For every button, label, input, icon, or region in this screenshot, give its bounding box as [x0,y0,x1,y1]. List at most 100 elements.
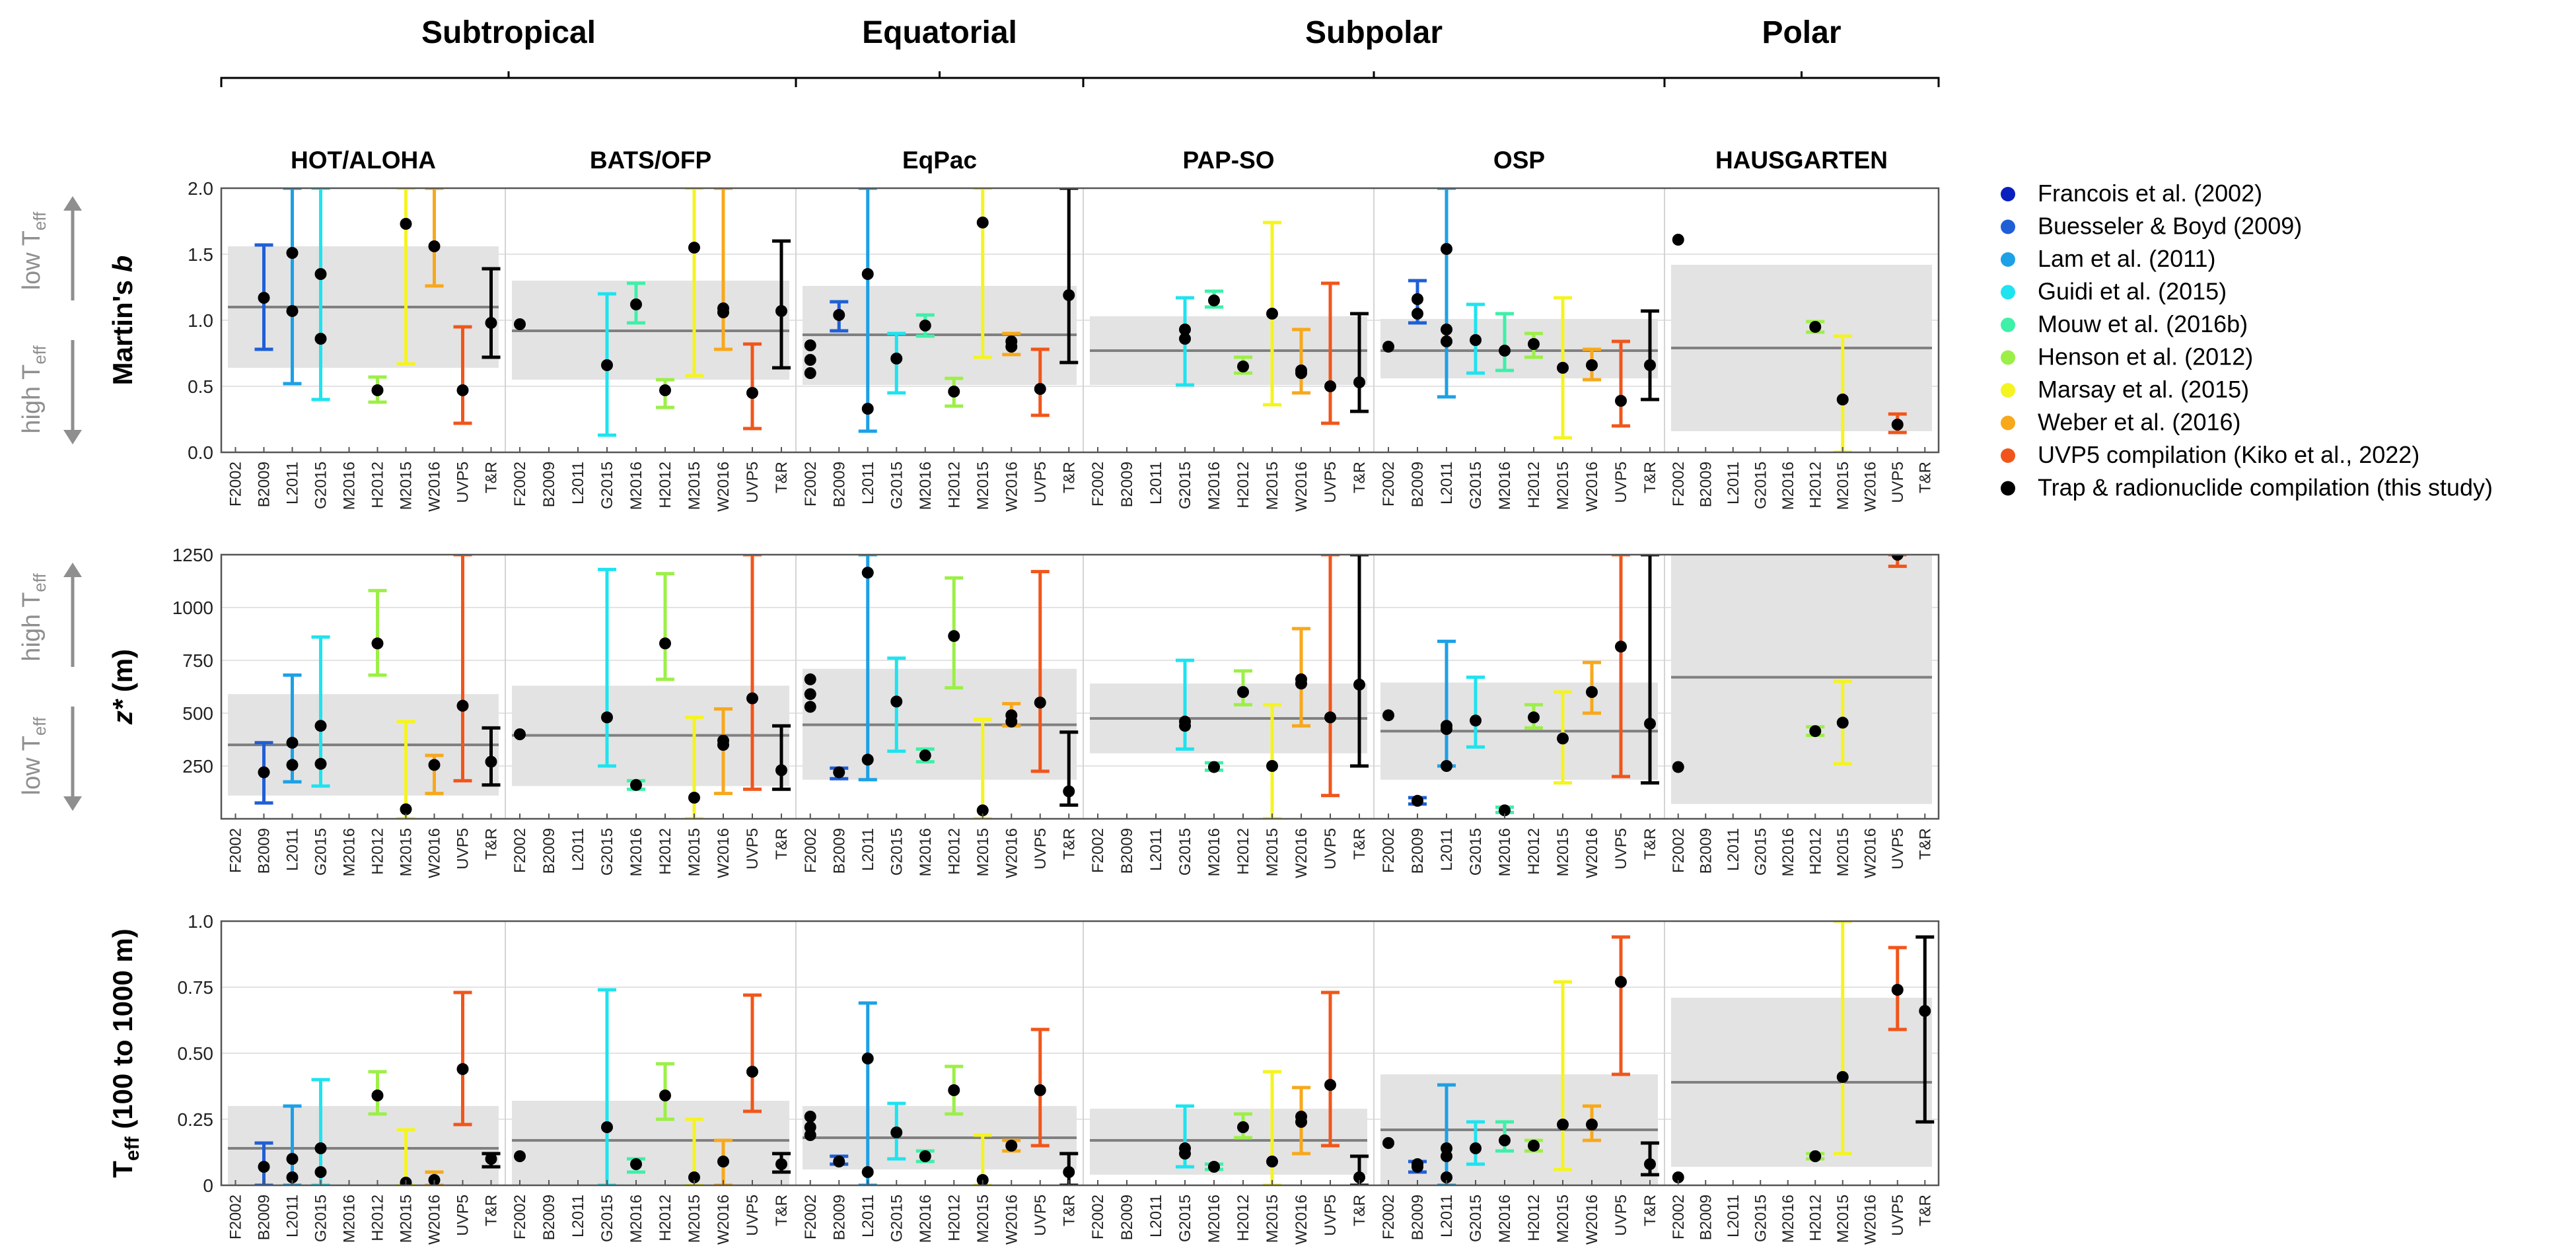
data-point [746,1066,758,1078]
x-tick-label: W2016 [426,828,444,878]
data-point [1441,324,1452,335]
x-tick-label: G2015 [1752,828,1770,876]
x-tick-label: H2012 [369,1195,387,1241]
x-tick-label: UVP5 [1322,828,1340,870]
legend-marker [2001,252,2015,267]
uncertainty-band [1380,319,1658,378]
legend-marker [2001,481,2015,496]
data-point [861,1053,874,1064]
data-point [1836,716,1849,729]
data-point [601,1121,613,1133]
data-point [775,305,787,317]
x-tick-label: F2002 [802,828,820,873]
x-tick-label: G2015 [312,828,330,876]
x-tick-label: T&R [773,828,791,860]
x-tick-label: H2012 [1234,828,1252,875]
x-tick-label: F2002 [802,1195,820,1239]
x-tick-label: H2012 [1807,828,1824,875]
x-tick-label: H2012 [945,1195,963,1241]
x-tick-label: L2011 [569,828,587,871]
x-tick-label: T&R [1060,462,1078,493]
data-point [1891,419,1904,431]
data-point [1353,1171,1365,1183]
data-point [1063,1166,1075,1178]
x-tick-label: B2009 [830,1195,848,1240]
x-tick-label: B2009 [540,828,558,874]
x-tick-label: H2012 [1234,1195,1252,1241]
x-tick-label: M2016 [1496,828,1514,876]
x-tick-label: M2016 [1205,828,1223,876]
x-tick-label: M2016 [627,462,645,510]
data-point [258,1161,270,1173]
legend-marker [2001,318,2015,332]
data-point [1528,711,1540,724]
x-tick-label: L2011 [284,828,302,871]
data-point [456,384,469,396]
x-tick-label: L2011 [284,1195,302,1237]
y-axis-label: Martin's b [107,256,138,386]
y-tick-label: 2.0 [188,178,213,199]
y-tick-label: 0.25 [178,1109,214,1130]
x-tick-label: G2015 [1176,1195,1194,1242]
x-tick-label: B2009 [1697,1195,1715,1240]
data-point [1382,1137,1394,1149]
x-tick-label: T&R [1351,1195,1369,1226]
data-point [948,1084,960,1096]
x-tick-label: M2016 [1205,462,1223,510]
x-tick-label: UVP5 [1032,462,1050,503]
y-tick-label: 500 [182,703,213,724]
x-tick-label: B2009 [1118,1195,1136,1240]
data-point [1208,295,1220,306]
x-tick-label: M2015 [686,828,703,876]
x-tick-label: F2002 [1089,1195,1107,1239]
legend-marker [2001,383,2015,398]
x-tick-label: B2009 [1697,462,1715,507]
data-point [1005,1140,1018,1152]
x-tick-label: M2015 [1554,828,1572,876]
x-tick-label: T&R [1351,828,1369,860]
x-tick-label: L2011 [859,462,877,504]
x-tick-label: L2011 [1438,462,1456,504]
data-point [1237,1121,1249,1133]
arrow-down-icon [63,796,82,811]
x-tick-label: G2015 [888,828,906,876]
data-point [948,386,960,398]
data-point [286,1153,299,1165]
uncertainty-band [1671,555,1932,804]
data-point [976,217,989,228]
data-point [1586,359,1598,371]
x-tick-label: F2002 [1089,462,1107,506]
x-tick-label: B2009 [830,462,848,507]
x-tick-label: W2016 [426,462,444,512]
x-tick-label: M2015 [398,462,415,510]
x-tick-label: G2015 [1467,828,1485,876]
x-tick-label: M2015 [1264,828,1281,876]
data-point [804,367,816,379]
x-tick-label: UVP5 [454,462,472,503]
data-point [919,1150,931,1162]
data-point [286,247,299,259]
x-tick-label: W2016 [1861,828,1879,878]
data-point [976,804,989,817]
data-point [1063,785,1075,798]
x-tick-label: H2012 [1525,462,1543,508]
data-point [371,384,384,396]
data-point [1208,1161,1220,1173]
arrow-up-icon [63,563,82,577]
y-axis-label: Teff (100 to 1000 m) [107,928,143,1177]
data-point [804,339,816,351]
station-title: EqPac [902,147,977,174]
data-point [717,739,729,751]
x-tick-label: F2002 [1089,828,1107,873]
x-tick-label: L2011 [1725,462,1742,504]
data-point [804,688,816,701]
data-point [1672,234,1684,246]
data-point [456,1063,469,1075]
x-tick-label: W2016 [1293,1195,1310,1245]
x-tick-label: G2015 [598,462,616,509]
x-tick-label: T&R [1641,1195,1659,1226]
data-point [485,755,497,768]
data-point [1470,334,1482,346]
y-tick-label: 1.0 [188,310,213,331]
legend-label: Guidi et al. (2015) [2038,278,2227,305]
